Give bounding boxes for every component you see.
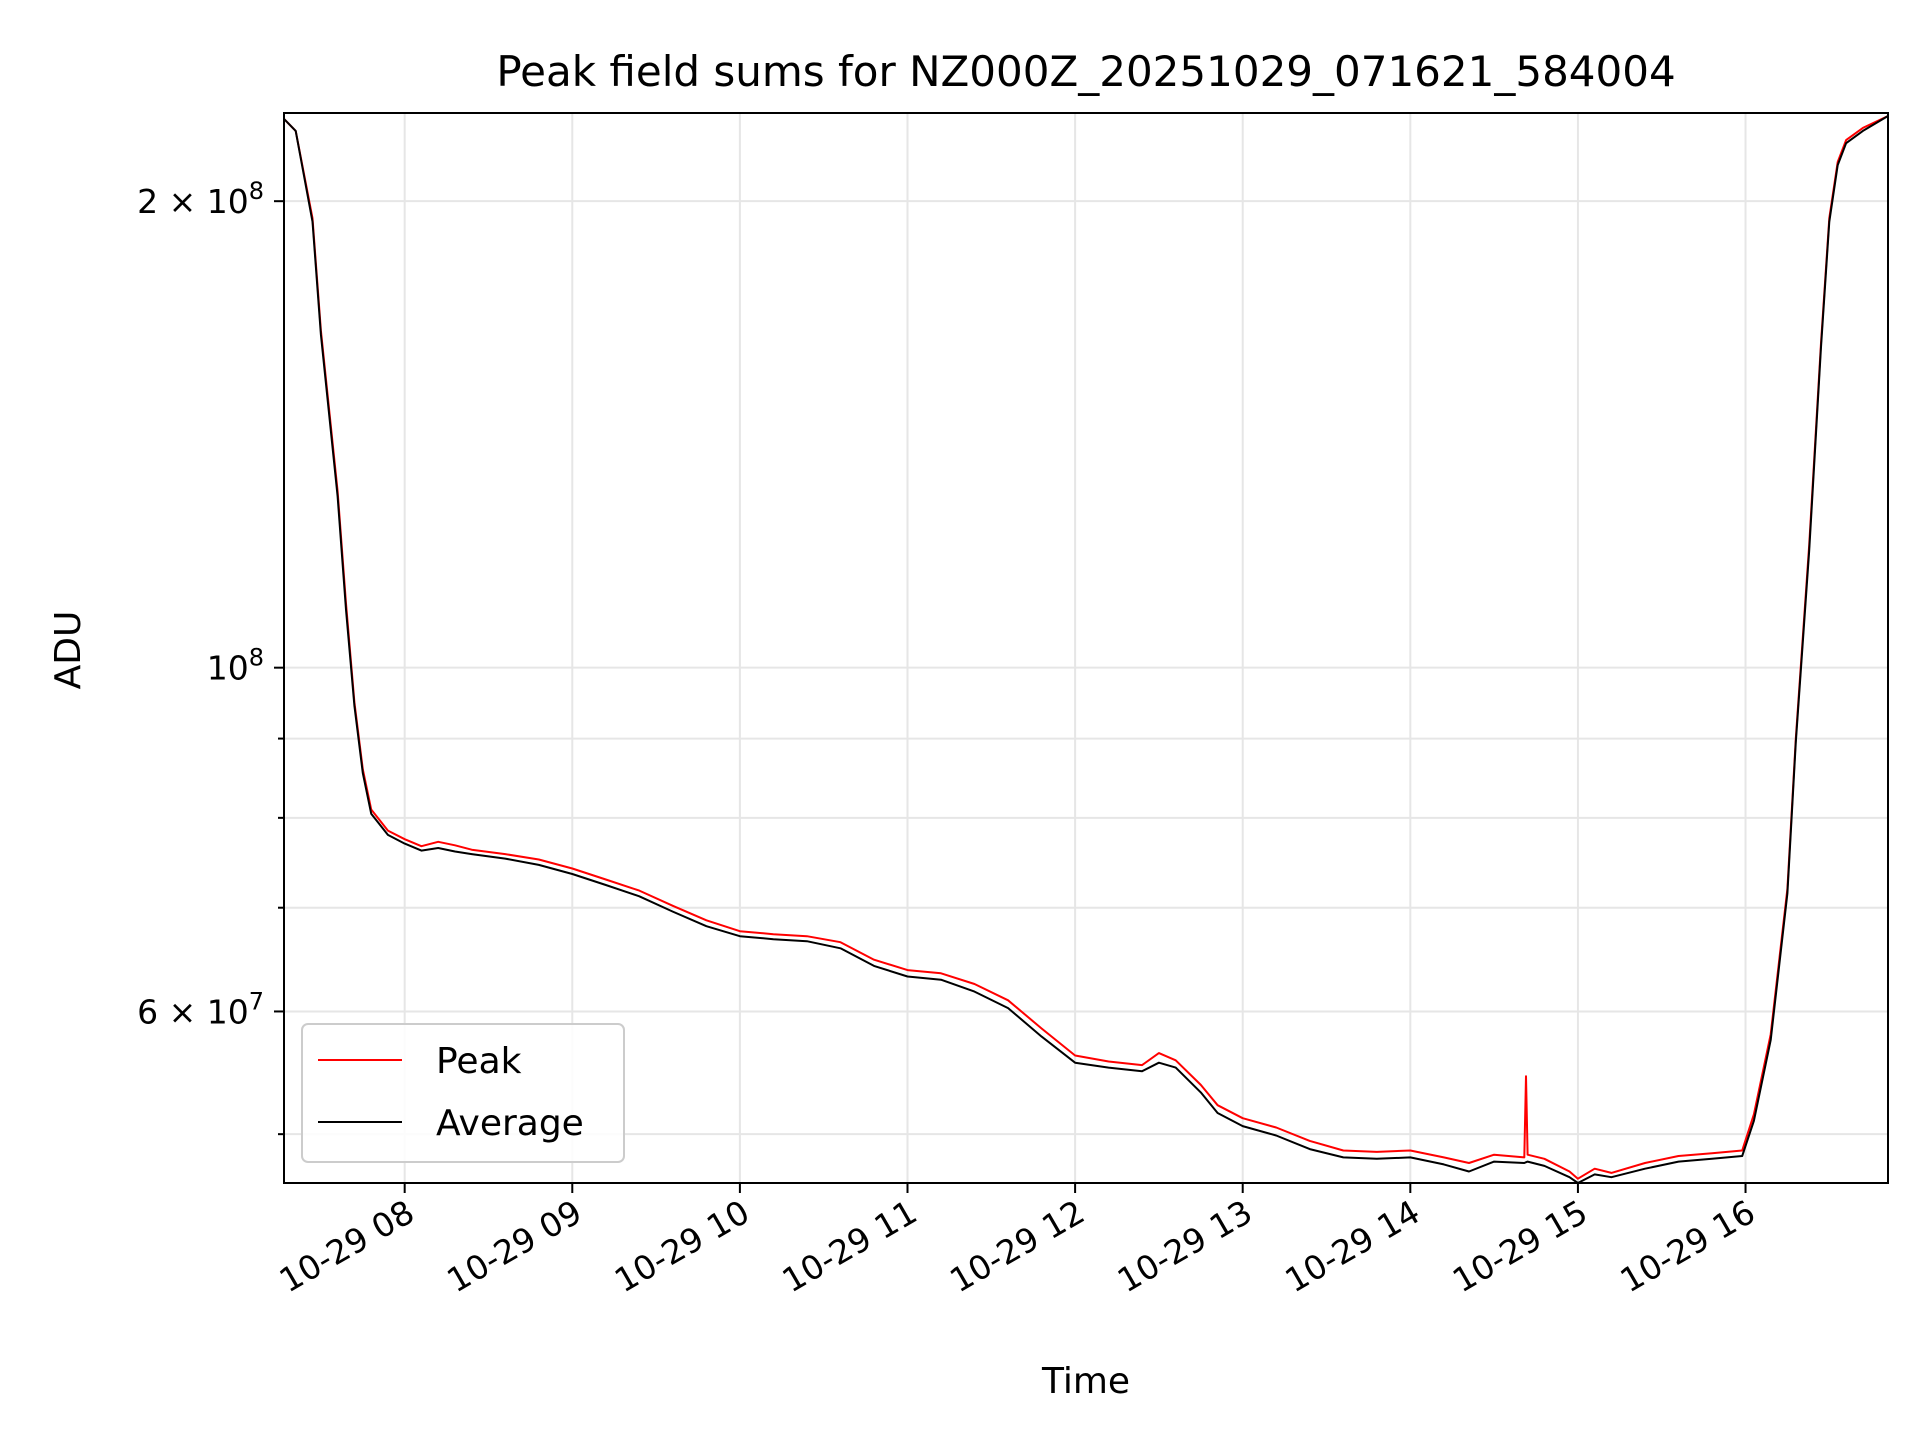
- legend-average-label: Average: [436, 1103, 584, 1144]
- legend-peak-label: Peak: [436, 1041, 522, 1082]
- y-tick-label: 108: [207, 644, 264, 688]
- legend: Peak Average: [301, 1023, 625, 1163]
- y-tick-label: 2 × 108: [137, 177, 264, 221]
- x-axis-label: Time: [1041, 1361, 1130, 1402]
- plot-frame: [283, 112, 1889, 1184]
- series-peak-line: [283, 115, 1889, 1180]
- y-tick-label: 6 × 107: [137, 987, 264, 1031]
- grid: [284, 113, 1888, 1183]
- legend-box: [301, 1023, 625, 1163]
- y-axis-label: ADU: [48, 611, 89, 690]
- series-layer: [283, 115, 1889, 1184]
- chart-title: Peak field sums for NZ000Z_20251029_0716…: [496, 47, 1675, 96]
- series-average-line: [283, 115, 1889, 1184]
